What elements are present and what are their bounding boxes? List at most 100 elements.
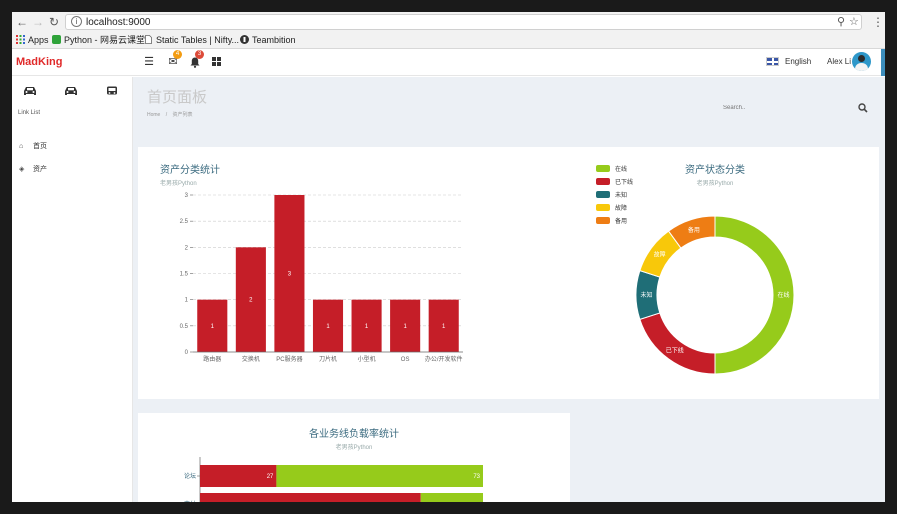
bookmark-apps[interactable]: Apps bbox=[16, 34, 49, 47]
legend-swatch[interactable] bbox=[596, 204, 610, 211]
legend-swatch[interactable] bbox=[596, 165, 610, 172]
legend-label[interactable]: 故障 bbox=[615, 204, 627, 212]
browser-menu-icon[interactable]: ⋮ bbox=[872, 15, 884, 29]
grid-icon[interactable] bbox=[209, 55, 223, 69]
avatar[interactable] bbox=[852, 52, 871, 71]
user-name[interactable]: Alex Li bbox=[827, 57, 852, 66]
search-input[interactable] bbox=[723, 101, 873, 115]
slice-label: 故障 bbox=[654, 251, 666, 259]
bar[interactable] bbox=[235, 247, 266, 352]
browser-window: ← → ↻ i localhost:9000 ⚲ ☆ ⋮ Apps Python… bbox=[12, 12, 885, 502]
sidebar-item-assets[interactable]: ◈ 资产 bbox=[19, 164, 47, 176]
bar[interactable] bbox=[390, 299, 421, 352]
bar[interactable] bbox=[274, 195, 305, 352]
forward-icon[interactable]: → bbox=[32, 15, 44, 29]
bookmark-label: Python - 网易云课堂 bbox=[64, 35, 146, 45]
x-tick-label: 刀片机 bbox=[319, 355, 337, 363]
sidebar-section-label: Link List bbox=[18, 110, 41, 116]
bell-badge: 3 bbox=[195, 50, 204, 59]
x-tick-label: 交换机 bbox=[242, 355, 260, 363]
segment-value-label: 27 bbox=[267, 474, 274, 480]
bookmark-teambition[interactable]: Teambition bbox=[240, 34, 296, 47]
bookmarks-bar: Apps Python - 网易云课堂 Static Tables | Nift… bbox=[12, 32, 885, 49]
apps-grid-icon bbox=[16, 35, 25, 44]
uk-flag-icon[interactable] bbox=[766, 57, 779, 66]
bar-value-label: 1 bbox=[365, 324, 369, 330]
chart-title: 各业务线负载率统计 bbox=[309, 427, 399, 440]
category-label: 支付 bbox=[184, 500, 196, 502]
y-tick-label: 2 bbox=[185, 245, 189, 251]
legend-swatch[interactable] bbox=[596, 191, 610, 198]
pie-slice[interactable] bbox=[714, 215, 795, 375]
legend-swatch[interactable] bbox=[596, 178, 610, 185]
sidebar-item-label: 资产 bbox=[33, 166, 47, 173]
legend-label[interactable]: 已下线 bbox=[615, 178, 633, 186]
legend-swatch[interactable] bbox=[596, 217, 610, 224]
x-tick-label: 小型机 bbox=[358, 355, 376, 363]
browser-toolbar: ← → ↻ i localhost:9000 ⚲ ☆ ⋮ bbox=[12, 12, 885, 32]
y-tick-label: 0 bbox=[185, 350, 189, 356]
slice-label: 备用 bbox=[688, 226, 700, 234]
zoom-icon[interactable]: ⚲ bbox=[837, 16, 846, 28]
bar[interactable] bbox=[312, 299, 344, 352]
chart-subtitle: 老男孩Python bbox=[336, 443, 373, 451]
pie-slice[interactable] bbox=[667, 215, 716, 249]
mail-icon[interactable]: ✉ 4 bbox=[166, 50, 182, 69]
bar-value-label: 2 bbox=[249, 298, 253, 304]
legend-label[interactable]: 在线 bbox=[615, 165, 627, 173]
legend-label[interactable]: 未知 bbox=[615, 191, 627, 199]
bookmark-python[interactable]: Python - 网易云课堂 bbox=[52, 34, 145, 47]
tag-icon: ◈ bbox=[19, 166, 25, 173]
info-icon[interactable]: i bbox=[71, 16, 82, 27]
sidebar-item-label: 首页 bbox=[33, 143, 47, 150]
bookmark-static-tables[interactable]: Static Tables | Nifty... bbox=[144, 34, 239, 47]
bar-segment[interactable] bbox=[276, 465, 483, 487]
y-tick-label: 1 bbox=[185, 298, 189, 304]
bar-segment[interactable] bbox=[200, 465, 277, 487]
bus-icon[interactable] bbox=[105, 86, 119, 96]
bar[interactable] bbox=[197, 299, 228, 352]
home-icon: ⌂ bbox=[19, 143, 24, 150]
x-tick-label: 路由器 bbox=[203, 355, 221, 363]
language-selector[interactable]: English bbox=[785, 57, 812, 66]
reload-icon[interactable]: ↻ bbox=[48, 15, 60, 29]
legend-label[interactable]: 备用 bbox=[615, 217, 627, 225]
mail-badge: 4 bbox=[173, 50, 182, 59]
slice-label: 已下线 bbox=[666, 346, 684, 354]
breadcrumb-current: 资产列表 bbox=[172, 112, 193, 118]
breadcrumb-separator: / bbox=[165, 112, 168, 118]
bar-segment[interactable] bbox=[200, 493, 421, 502]
bar-value-label: 3 bbox=[288, 272, 292, 278]
y-tick-label: 2.5 bbox=[180, 219, 189, 225]
back-icon[interactable]: ← bbox=[16, 15, 28, 29]
bar-value-label: 1 bbox=[211, 324, 215, 330]
bookmark-label: Teambition bbox=[252, 35, 296, 45]
x-tick-label: 办公/开发软件 bbox=[425, 355, 463, 363]
sidebar: Link List ⌂ 首页 ◈ 资产 bbox=[12, 77, 133, 502]
car-icon[interactable] bbox=[23, 86, 37, 96]
taxi-icon[interactable] bbox=[64, 86, 78, 96]
search-icon[interactable] bbox=[858, 103, 868, 113]
teambition-icon bbox=[240, 35, 249, 44]
pie-slice[interactable] bbox=[639, 312, 716, 375]
bar-segment[interactable] bbox=[420, 493, 483, 502]
sidebar-item-home[interactable]: ⌂ 首页 bbox=[19, 141, 47, 153]
bell-icon[interactable]: 3 bbox=[188, 50, 204, 69]
bar-value-label: 1 bbox=[442, 324, 446, 330]
y-tick-label: 1.5 bbox=[180, 272, 189, 278]
bookmark-label: Static Tables | Nifty... bbox=[156, 35, 240, 45]
x-tick-label: OS bbox=[401, 357, 410, 363]
bar-value-label: 1 bbox=[403, 324, 407, 330]
bar[interactable] bbox=[428, 299, 459, 352]
address-bar[interactable]: i localhost:9000 ⚲ ☆ bbox=[65, 14, 862, 30]
url-text[interactable]: localhost:9000 bbox=[86, 17, 151, 28]
bookmark-star-icon[interactable]: ☆ bbox=[849, 16, 859, 28]
app-logo[interactable]: MadKing bbox=[16, 56, 63, 68]
scrollbar-edge[interactable] bbox=[881, 49, 885, 76]
y-tick-label: 3 bbox=[185, 193, 189, 199]
menu-toggle-icon[interactable]: ☰ bbox=[144, 56, 154, 68]
breadcrumb-home[interactable]: Home bbox=[147, 112, 161, 118]
bar[interactable] bbox=[351, 299, 382, 352]
